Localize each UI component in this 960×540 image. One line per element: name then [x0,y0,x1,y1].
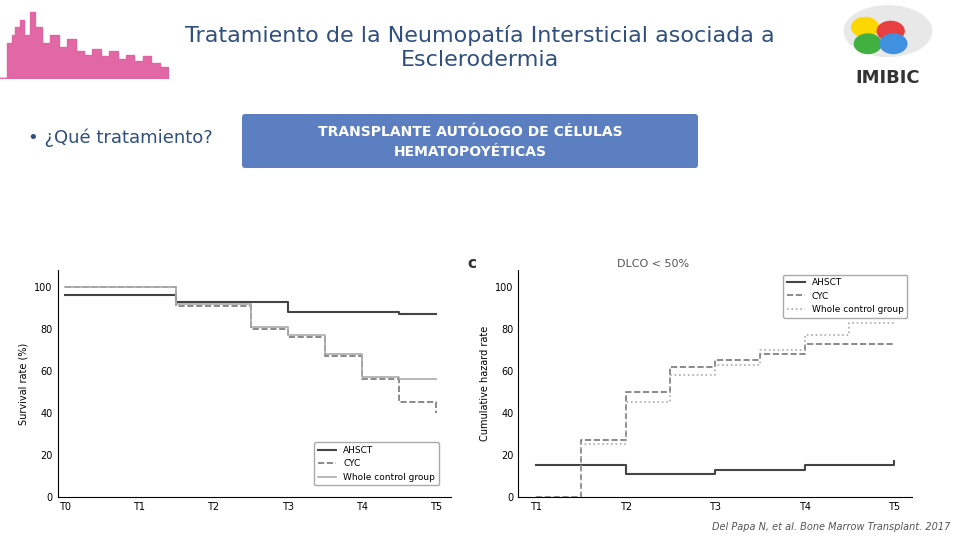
Text: Esclerodermia: Esclerodermia [401,50,559,70]
Text: Tratamiento de la Neumopatía Intersticial asociada a: Tratamiento de la Neumopatía Intersticia… [185,24,775,45]
Legend: AHSCT, CYC, Whole control group: AHSCT, CYC, Whole control group [315,442,439,485]
Text: DLCO < 50%: DLCO < 50% [617,259,689,269]
Circle shape [877,22,904,41]
Text: Córdoba 16 y 17 de Febrero de 2018: Córdoba 16 y 17 de Febrero de 2018 [39,3,129,9]
Circle shape [880,34,907,53]
Text: • ¿Qué tratamiento?: • ¿Qué tratamiento? [28,129,213,147]
FancyBboxPatch shape [242,114,698,168]
Circle shape [852,17,878,37]
Circle shape [854,34,881,53]
Text: IMIBIC: IMIBIC [855,69,921,87]
Y-axis label: Survival rate (%): Survival rate (%) [19,342,29,424]
Text: TRANSPLANTE AUTÓLOGO DE CÉLULAS: TRANSPLANTE AUTÓLOGO DE CÉLULAS [318,125,622,139]
Legend: AHSCT, CYC, Whole control group: AHSCT, CYC, Whole control group [783,274,907,318]
Ellipse shape [845,6,931,56]
Text: Del Papa N, et al. Bone Marrow Transplant. 2017: Del Papa N, et al. Bone Marrow Transplan… [711,522,950,532]
Y-axis label: Cumulative hazard rate: Cumulative hazard rate [480,326,490,441]
Text: HEMATOPOYÉTICAS: HEMATOPOYÉTICAS [394,145,546,159]
Text: c: c [468,256,476,272]
